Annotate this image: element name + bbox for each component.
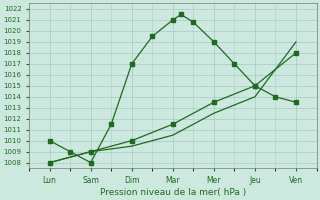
X-axis label: Pression niveau de la mer( hPa ): Pression niveau de la mer( hPa ) bbox=[100, 188, 246, 197]
